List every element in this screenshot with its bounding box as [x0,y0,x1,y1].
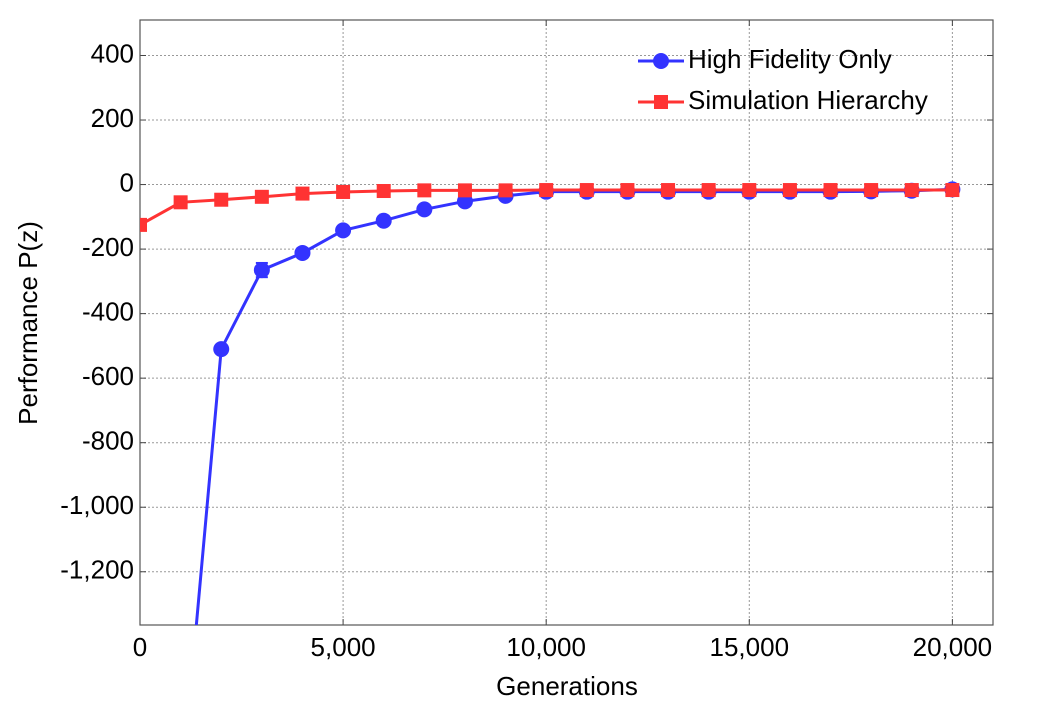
x-tick-label: 15,000 [710,632,790,662]
x-tick-label: 20,000 [913,632,993,662]
marker [904,183,919,198]
y-tick-label: -600 [82,361,134,391]
marker [173,195,188,210]
legend-label: High Fidelity Only [688,44,892,74]
legend-marker [654,95,668,109]
x-axis-label: Generations [496,671,638,701]
marker [214,192,229,207]
marker [336,184,351,199]
y-tick-label: -1,000 [60,490,134,520]
marker [417,183,432,198]
y-axis-label: Performance P(z) [13,221,43,425]
marker [416,201,433,218]
marker [457,183,472,198]
x-tick-label: 5,000 [311,632,376,662]
y-tick-label: 0 [120,167,134,197]
marker [742,183,757,198]
marker [253,262,270,279]
marker [254,189,269,204]
marker [701,183,716,198]
y-tick-label: 200 [91,103,134,133]
y-tick-label: -1,200 [60,555,134,585]
marker [335,222,352,239]
x-tick-label: 10,000 [506,632,586,662]
legend-marker [653,53,669,69]
marker [579,183,594,198]
marker [620,183,635,198]
legend-label: Simulation Hierarchy [688,85,928,115]
marker [823,183,838,198]
marker [945,183,960,198]
plot-frame [139,19,994,626]
y-tick-label: -800 [82,426,134,456]
marker [294,244,311,261]
marker [295,186,310,201]
y-tick-label: -200 [82,232,134,262]
plot-area [140,181,961,625]
marker [376,184,391,199]
marker [661,183,676,198]
marker [140,217,147,232]
x-tick-label: 0 [133,632,147,662]
y-tick-label: 400 [91,38,134,68]
marker [213,341,230,358]
marker [498,183,513,198]
y-tick-label: -400 [82,297,134,327]
marker [782,183,797,198]
marker [539,183,554,198]
marker [375,212,392,229]
marker [864,183,879,198]
